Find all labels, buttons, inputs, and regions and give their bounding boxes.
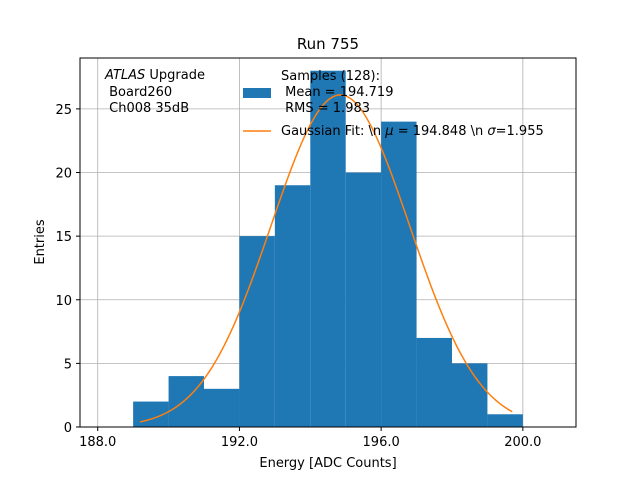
legend-fit-sigma-symbol: σ [487, 124, 496, 139]
histogram-bar [274, 185, 311, 427]
chart-title: Run 755 [297, 35, 359, 53]
histogram-bars [133, 70, 523, 428]
histogram-bar [416, 337, 452, 427]
x-tick-label: 200.0 [504, 435, 541, 450]
histogram-bar [204, 388, 240, 427]
histogram-bar [452, 363, 488, 427]
legend-fit-mu-symbol: μ [384, 124, 393, 139]
legend-fit-label: Gaussian Fit: \n μ = 194.848 \n σ=1.955 [281, 124, 544, 139]
legend-samples-swatch [243, 88, 271, 98]
histogram-bar [310, 70, 346, 428]
legend-samples-line-1: Samples (128): [281, 69, 380, 84]
legend-samples-line-2: Mean = 194.719 [281, 85, 393, 100]
atlas-label: ATLAS [104, 68, 145, 83]
y-axis-label: Entries [33, 219, 48, 265]
atlas-annotation: ATLAS Upgrade Board260 Ch008 35dB [104, 68, 205, 116]
legend-fit-middle: = 194.848 \n [394, 124, 488, 139]
y-tick-label: 15 [55, 230, 72, 245]
axis-ticks: 188.0 192.0 196.0 200.0 0 5 10 15 20 25 [55, 103, 541, 450]
annotation-line-1: ATLAS Upgrade [104, 68, 205, 83]
y-tick-label: 5 [64, 357, 72, 372]
legend-samples-line-3: RMS = 1.983 [281, 101, 370, 116]
plot-frame [79, 57, 577, 428]
y-tick-label: 10 [55, 294, 72, 309]
histogram-bar [487, 414, 523, 427]
x-tick-label: 196.0 [363, 435, 400, 450]
legend-fit-suffix: =1.955 [496, 124, 544, 139]
histogram-bar [239, 236, 275, 427]
x-axis-label: Energy [ADC Counts] [259, 456, 396, 471]
upgrade-label: Upgrade [145, 68, 205, 83]
legend-fit-prefix: Gaussian Fit: \n [281, 124, 385, 139]
x-tick-label: 192.0 [221, 435, 258, 450]
histogram-bar [345, 172, 382, 427]
y-tick-label: 25 [55, 103, 72, 118]
annotation-line-2: Board260 [105, 85, 172, 100]
y-tick-label: 20 [55, 167, 72, 182]
gaussian-fit-curve [140, 94, 513, 423]
histogram-bar [381, 121, 417, 427]
y-tick-label: 0 [64, 421, 72, 436]
legend: Samples (128): Mean = 194.719 RMS = 1.98… [243, 69, 544, 139]
histogram-bar [168, 376, 204, 427]
x-tick-label: 188.0 [79, 435, 116, 450]
annotation-line-3: Ch008 35dB [105, 101, 189, 116]
